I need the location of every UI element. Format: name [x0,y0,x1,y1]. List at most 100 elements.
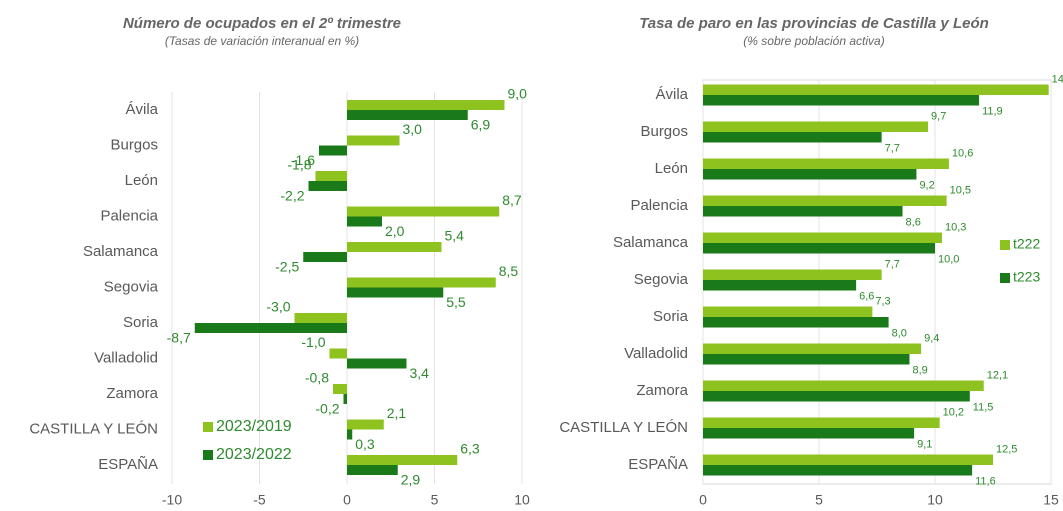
legend-swatch [203,422,213,432]
category-label: Soria [653,308,689,325]
value-label: 9,1 [917,438,932,450]
x-tick-label: 15 [1043,492,1059,508]
category-label: León [125,172,158,189]
bar [303,252,347,262]
bar [703,280,857,291]
x-tick-label: 0 [343,492,351,508]
bar [347,358,407,369]
value-label: -1,6 [291,152,315,168]
bar [343,394,347,404]
value-label: -2,2 [280,188,304,204]
bar [319,145,347,156]
category-label: Palencia [630,197,688,214]
category-label: Salamanca [613,234,689,251]
value-label: 3,4 [410,365,430,381]
x-tick-label: 5 [815,492,823,508]
value-label: -8,7 [167,330,191,346]
bar [703,269,882,280]
value-label: 10,3 [945,221,966,233]
bar [347,429,353,440]
bar [703,169,917,180]
value-label: 7,3 [875,295,890,307]
category-label: Segovia [634,271,689,288]
value-label: 7,7 [885,258,900,270]
bar [703,354,910,365]
bar [347,135,400,146]
value-label: 10,5 [950,184,971,196]
category-label: ESPAÑA [628,456,688,473]
x-tick-label: -10 [162,492,182,508]
bar [347,455,458,465]
value-label: -1,8 [287,157,311,173]
legend-swatch [203,450,213,460]
bar [703,84,1049,95]
bar [703,391,970,402]
category-label: CASTILLA Y LEÓN [559,419,688,436]
value-label: 2,0 [385,223,405,239]
value-label: -1,0 [301,334,325,350]
bar [703,206,903,217]
legend-swatch [1000,273,1010,283]
value-label: 10,0 [938,253,959,265]
x-tick-label: 10 [927,492,943,508]
bar [347,216,382,227]
bar [333,384,347,394]
bar [347,287,444,298]
legend-label: 2023/2022 [216,446,292,463]
value-label: -0,2 [315,401,339,417]
bar [347,100,505,110]
category-label: Ávila [655,86,688,103]
value-label: 12,1 [987,369,1008,381]
value-label: 11,6 [975,475,996,487]
bar [703,121,929,132]
value-label: 8,6 [906,216,921,228]
value-label: 9,4 [924,332,939,344]
bar [703,417,940,428]
category-label: Segovia [104,278,159,295]
bar [703,132,882,143]
category-label: Ávila [125,101,158,118]
bar [703,454,993,465]
category-label: Valladolid [94,349,158,366]
category-label: León [655,160,688,177]
category-label: Burgos [640,123,688,140]
bar [294,313,347,323]
category-label: Burgos [110,136,158,153]
value-label: 8,5 [499,263,519,279]
bar [703,343,922,354]
value-label: -2,5 [275,259,299,275]
x-tick-label: 5 [431,492,439,508]
bar [347,206,500,217]
x-tick-label: -5 [253,492,266,508]
x-tick-label: 10 [514,492,530,508]
bar [703,428,915,439]
chart-title: Tasa de paro en las provincias de Castil… [639,15,989,32]
bar [703,243,935,254]
legend-swatch [1000,240,1010,250]
bar [347,242,442,252]
category-label: Salamanca [83,243,159,260]
category-label: Valladolid [624,345,688,362]
value-label: 14,9 [1052,73,1063,85]
value-label: 2,9 [401,472,421,488]
category-label: Soria [123,314,159,331]
value-label: 9,0 [508,86,528,102]
legend-label: t223 [1013,269,1040,285]
value-label: 8,9 [912,364,927,376]
bar [347,465,398,475]
value-label: 9,7 [931,110,946,122]
value-label: 7,7 [885,142,900,154]
value-label: 12,5 [996,443,1017,455]
value-label: 6,6 [859,290,874,302]
value-label: 8,0 [892,327,907,339]
value-label: 11,5 [973,401,994,413]
value-label: 9,2 [919,179,934,191]
value-label: 10,2 [943,406,964,418]
value-label: 2,1 [387,405,407,421]
bar [703,317,889,328]
category-label: Palencia [100,207,158,224]
bar [347,277,496,288]
bar [703,95,980,106]
value-label: 10,6 [952,147,973,159]
